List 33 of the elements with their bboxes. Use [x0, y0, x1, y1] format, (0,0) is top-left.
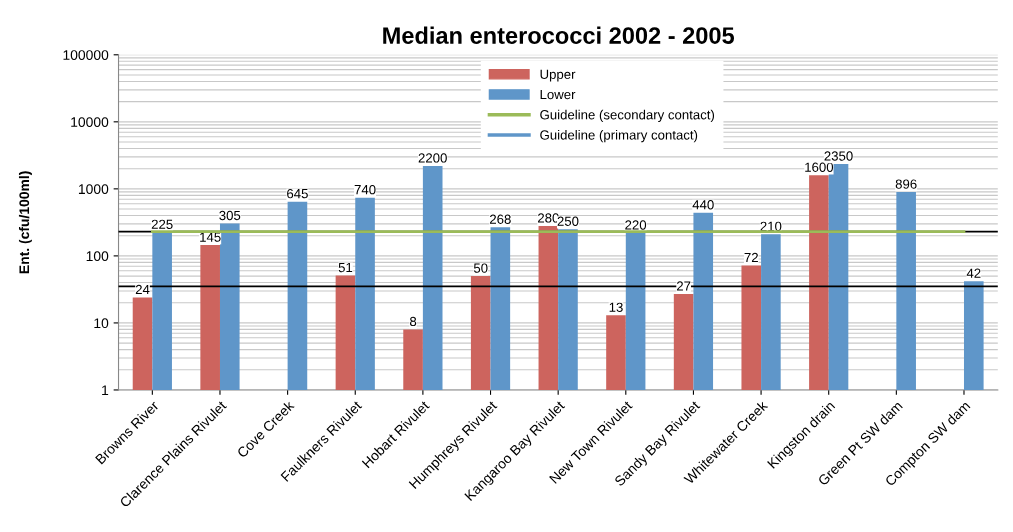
data-label: 305	[219, 210, 241, 221]
data-label: 2200	[418, 153, 447, 163]
data-label: 250	[557, 216, 579, 226]
data-label: 645	[287, 188, 308, 199]
y-tick-label: 100	[86, 251, 109, 262]
legend-label: Lower	[540, 90, 576, 100]
data-label: 220	[625, 220, 647, 230]
data-label: 2350	[824, 151, 853, 161]
legend-label: Guideline (secondary contact)	[540, 109, 715, 123]
data-label: 27	[676, 281, 691, 291]
legend-label: Upper	[540, 69, 576, 82]
data-label: 896	[895, 179, 917, 189]
data-label: 50	[473, 263, 488, 273]
data-label: 225	[151, 219, 173, 229]
data-label: 24	[135, 284, 150, 295]
legend-label: Guideline (primary contact)	[540, 129, 698, 143]
y-axis-title: Ent. (cfu/100ml)	[18, 171, 32, 274]
y-tick-label: 100000	[63, 50, 109, 60]
y-tick-label: 1	[102, 385, 109, 395]
data-label: 268	[489, 214, 511, 224]
data-label: 51	[338, 262, 353, 273]
y-tick-label: 10000	[71, 117, 109, 127]
y-tick-label: 1000	[78, 184, 109, 195]
data-label: 42	[966, 268, 981, 278]
data-label: 440	[692, 200, 714, 210]
y-tick-label: 10	[94, 318, 109, 329]
data-label: 210	[760, 221, 782, 231]
data-label: 72	[744, 252, 758, 263]
data-label: 13	[609, 302, 623, 312]
chart-title: Median enterococci 2002 - 2005	[383, 26, 735, 44]
data-label: 8	[409, 316, 417, 327]
data-label: 1600	[805, 162, 834, 172]
data-label: 740	[354, 184, 376, 195]
